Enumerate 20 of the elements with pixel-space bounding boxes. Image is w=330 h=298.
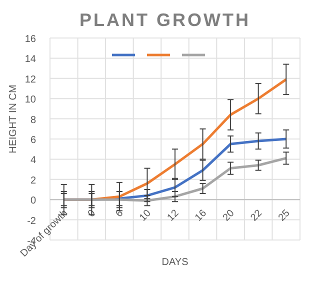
- x-tick-label: 12: [165, 208, 182, 224]
- y-tick-label: 10: [24, 94, 36, 106]
- y-tick-label: 8: [30, 114, 36, 126]
- y-tick-label: 0: [30, 196, 36, 207]
- y-axis-title: HEIGHT IN CM: [8, 84, 19, 154]
- chart-title: PLANT GROWTH: [80, 10, 250, 30]
- y-tick-label: 16: [24, 34, 36, 45]
- x-axis-title: DAYS: [162, 257, 189, 268]
- y-tick-label: -2: [27, 216, 36, 227]
- y-tick-label: 6: [30, 135, 36, 146]
- x-tick-label: 22: [248, 208, 265, 224]
- x-tick-label: 20: [221, 208, 237, 224]
- y-tick-label: 2: [30, 175, 36, 186]
- x-tick-label: 16: [193, 208, 210, 224]
- y-tick-label: 14: [24, 54, 36, 66]
- y-tick-label: 12: [24, 74, 36, 86]
- x-tick-label: 10: [138, 208, 154, 224]
- x-tick-label: 6: [114, 208, 126, 220]
- x-tick-label: 25: [276, 208, 293, 224]
- y-tick-label: 4: [30, 155, 36, 166]
